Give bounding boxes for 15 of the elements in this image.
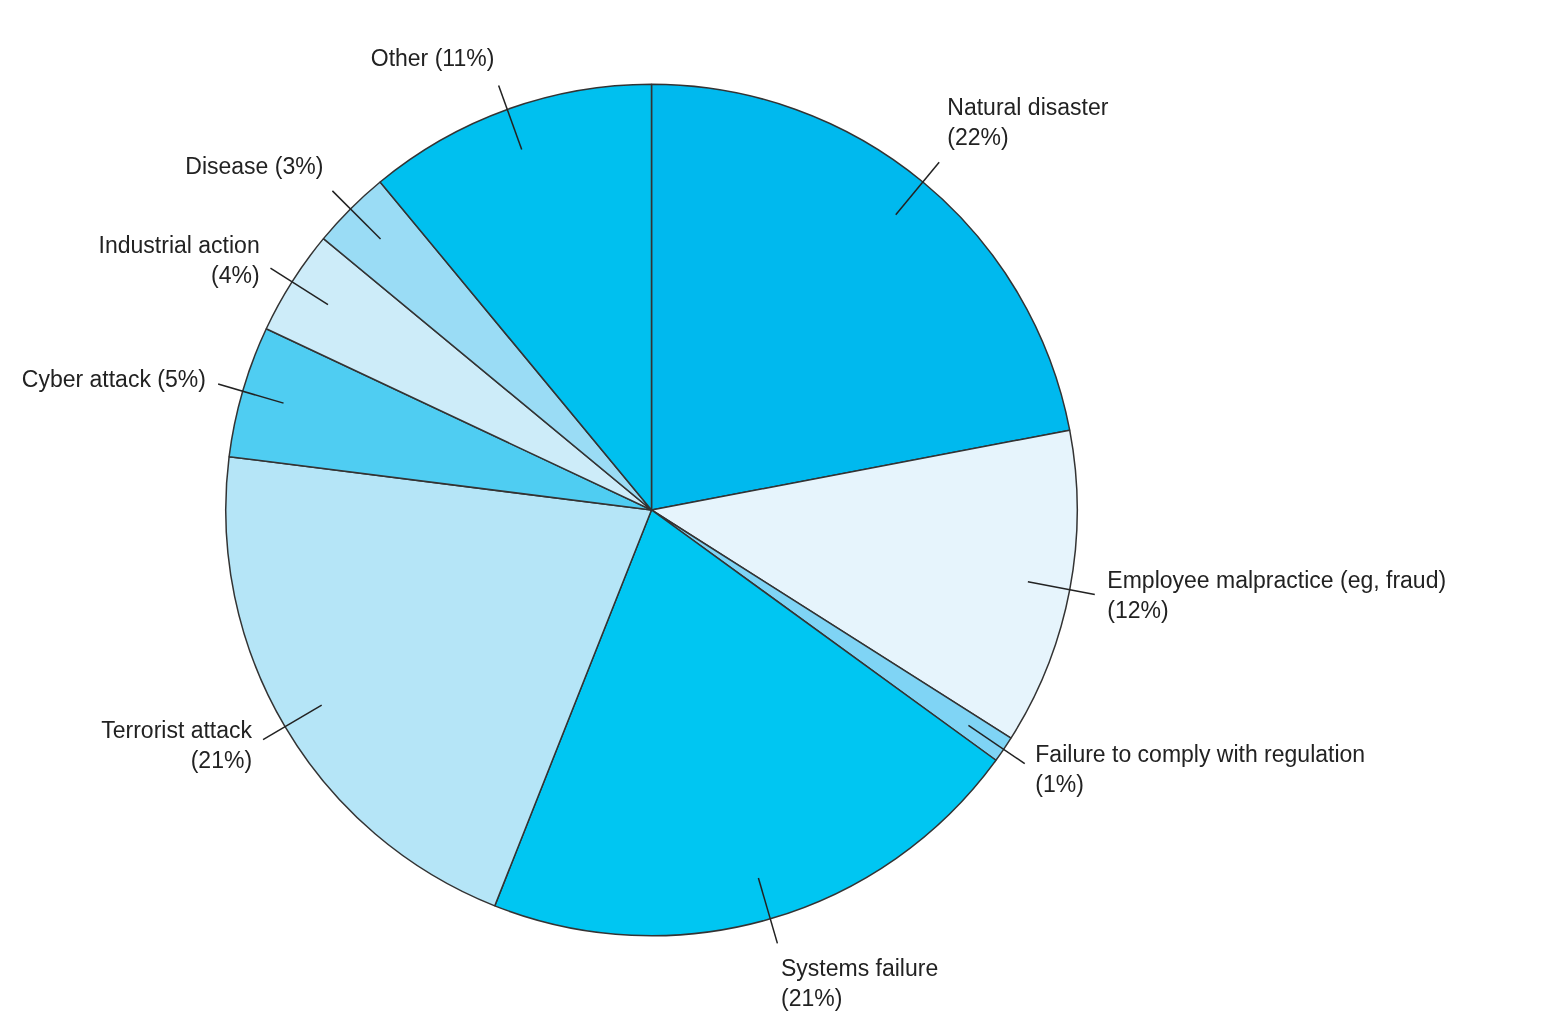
data-label: (4%) <box>211 261 260 288</box>
slice-label: Natural disaster <box>947 93 1109 120</box>
data-label: (12%) <box>1107 597 1169 624</box>
slice-label: Disease (3%) <box>185 153 324 180</box>
slice-label: Cyber attack (5%) <box>21 365 206 392</box>
slice-label: Employee malpractice (eg, fraud) <box>1107 567 1447 594</box>
data-label: (21%) <box>190 746 253 773</box>
data-label: (21%) <box>780 984 843 1011</box>
data-label: (22%) <box>947 123 1009 150</box>
slice-label: Failure to comply with regulation <box>1035 741 1366 768</box>
slice-label: Terrorist attack <box>101 716 253 743</box>
data-label: (1%) <box>1035 771 1084 798</box>
slice-label: Systems failure <box>780 954 939 981</box>
slice-label: Industrial action <box>98 231 260 258</box>
slice-label: Other (11%) <box>370 44 495 71</box>
